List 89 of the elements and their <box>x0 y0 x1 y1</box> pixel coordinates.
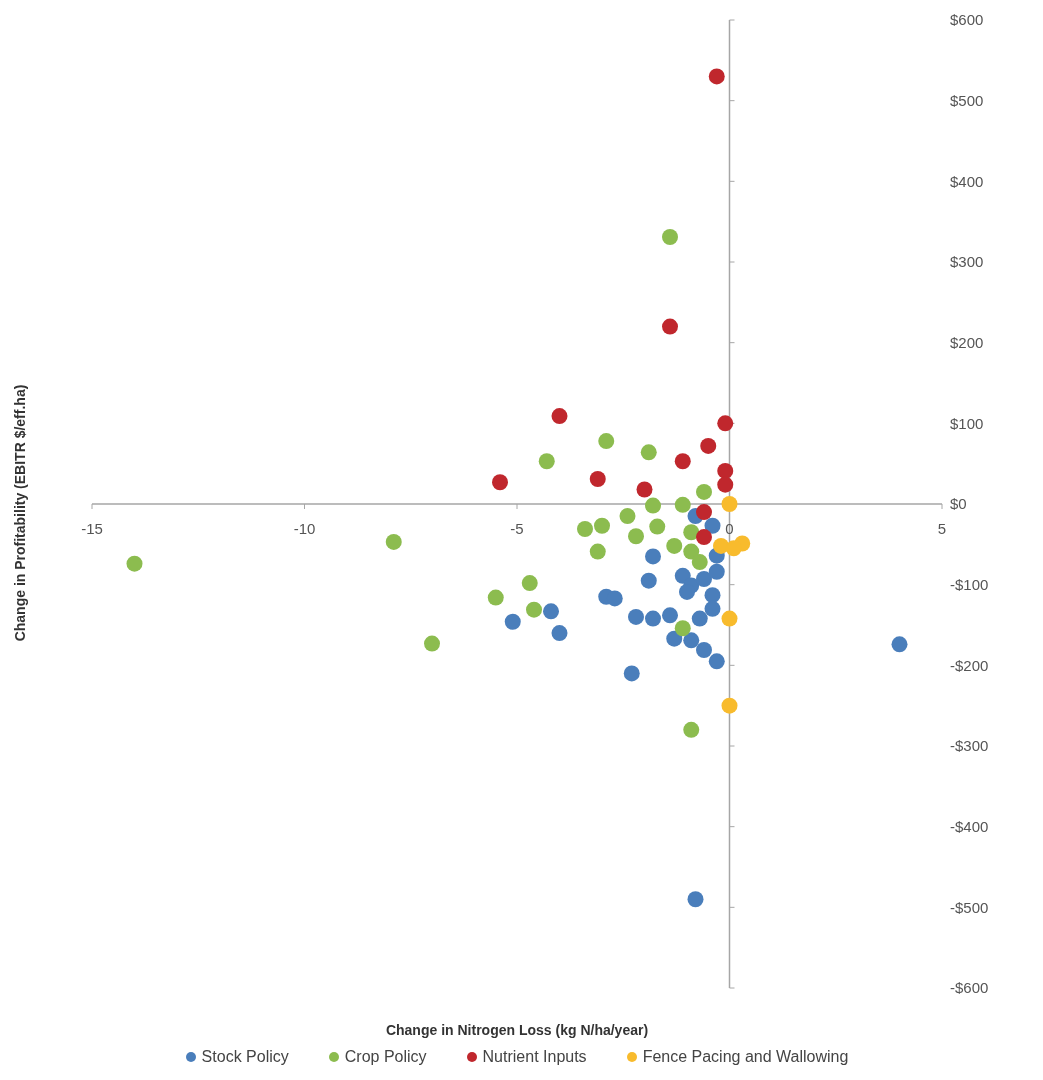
point <box>696 571 712 588</box>
point <box>649 518 666 535</box>
point <box>492 474 508 491</box>
point <box>717 462 734 479</box>
y-tick-label: $300 <box>950 253 984 271</box>
point <box>521 575 538 592</box>
point <box>543 603 559 620</box>
y-tick-label: -$200 <box>950 656 989 674</box>
point <box>551 625 568 642</box>
y-tick-label: $0 <box>950 495 967 513</box>
x-tick-label: -5 <box>510 520 524 537</box>
y-tick-label: -$300 <box>950 737 989 755</box>
y-axis-title: Change in Profitability (EBITR $/eff.ha) <box>12 384 28 642</box>
point <box>126 555 143 572</box>
point <box>696 483 712 500</box>
legend-label: Stock Policy <box>201 1048 289 1066</box>
x-axis-title: Change in Nitrogen Loss (kg N/ha/year) <box>384 1022 650 1038</box>
point <box>538 453 555 470</box>
point <box>666 537 683 554</box>
point <box>487 589 504 606</box>
point <box>628 608 644 625</box>
point <box>674 496 691 513</box>
point <box>623 665 640 682</box>
point <box>504 613 521 630</box>
point <box>696 642 712 659</box>
point <box>662 228 678 245</box>
point <box>589 543 606 560</box>
point <box>674 620 691 637</box>
y-tick-label: -$100 <box>950 575 989 593</box>
point <box>721 610 738 627</box>
x-tick-label: -15 <box>81 520 103 537</box>
point <box>683 543 700 560</box>
y-tick-label: $500 <box>950 91 984 109</box>
point <box>691 610 708 627</box>
x-tick-label: -10 <box>293 520 316 537</box>
point <box>679 583 695 600</box>
point <box>704 587 721 604</box>
point <box>683 721 700 738</box>
y-tick-label: $400 <box>950 172 984 190</box>
point <box>645 610 661 627</box>
point <box>704 600 721 617</box>
point <box>662 607 678 624</box>
point <box>725 540 742 557</box>
point <box>708 68 725 85</box>
point <box>424 635 440 652</box>
point <box>662 318 678 335</box>
point <box>696 529 712 546</box>
point <box>636 481 653 498</box>
x-tick-label: 5 <box>937 520 947 537</box>
y-tick-label: -$600 <box>950 979 989 997</box>
point <box>628 528 644 545</box>
y-tick-label: -$400 <box>950 817 989 835</box>
point <box>598 433 615 450</box>
point <box>594 517 610 534</box>
point <box>666 630 683 647</box>
y-tick-label: $200 <box>950 333 984 351</box>
point <box>687 891 704 908</box>
y-tick-label: $100 <box>950 414 984 432</box>
point <box>708 653 725 670</box>
point <box>683 632 700 649</box>
x-tick-label: 0 <box>725 520 734 537</box>
point <box>645 497 661 514</box>
point <box>640 444 657 461</box>
point <box>721 496 738 512</box>
point <box>700 437 717 454</box>
point <box>717 415 734 432</box>
point <box>704 517 721 534</box>
point <box>708 563 725 580</box>
point <box>683 524 700 541</box>
legend-label: Crop Policy <box>344 1048 427 1066</box>
point <box>721 697 738 714</box>
point <box>691 554 708 571</box>
point <box>640 572 657 589</box>
legend-label: Nutrient Inputs <box>482 1048 587 1066</box>
legend-label: Fence Pacing and Wallowing <box>642 1048 849 1066</box>
point <box>891 636 908 653</box>
point <box>645 548 661 565</box>
point <box>551 408 568 425</box>
point <box>385 533 402 550</box>
point <box>577 521 593 538</box>
y-tick-label: $600 <box>950 11 984 29</box>
point <box>696 504 712 521</box>
point <box>589 470 606 487</box>
point <box>526 601 542 618</box>
point <box>717 476 734 493</box>
point <box>713 537 729 554</box>
y-tick-label: -$500 <box>950 898 989 916</box>
point <box>619 508 636 525</box>
point <box>674 453 691 470</box>
